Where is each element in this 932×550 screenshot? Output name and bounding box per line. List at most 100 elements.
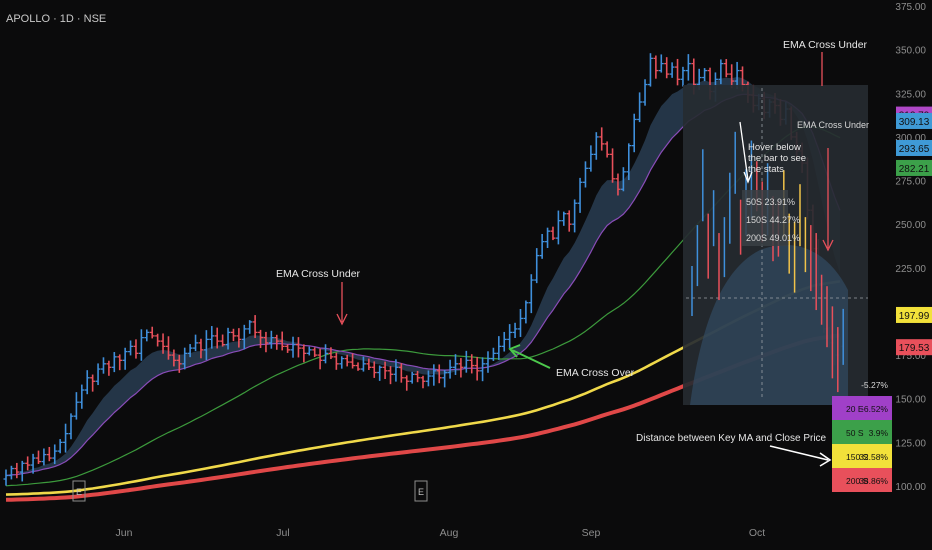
distance-row: 200 S38.86% xyxy=(832,468,892,492)
distance-row-ma: 50 S xyxy=(846,428,864,438)
price-tag: 282.21 xyxy=(896,159,932,176)
ohlc-bar xyxy=(323,344,329,364)
price-tag-label: 309.13 xyxy=(899,117,930,128)
earnings-box xyxy=(414,480,428,502)
ohlc-bar xyxy=(8,465,14,480)
ohlc-bar xyxy=(144,329,150,342)
ohlc-bar xyxy=(642,79,648,106)
ohlc-bar xyxy=(393,359,399,382)
ohlc-bar xyxy=(317,348,323,370)
distance-row: 20 E-6.52% xyxy=(832,396,892,420)
inset-ribbon xyxy=(690,244,848,405)
ohlc-bar xyxy=(90,374,96,392)
y-tick-label: 250.00 xyxy=(895,220,926,231)
ohlc-bar xyxy=(111,352,117,373)
ohlc-bar xyxy=(637,92,643,123)
ohlc-bar xyxy=(295,337,301,358)
ohlc-bar xyxy=(404,375,410,391)
ohlc-bar xyxy=(225,327,231,350)
price-tag-bg xyxy=(896,112,932,129)
ohlc-bar xyxy=(469,354,475,374)
ohlc-bar xyxy=(122,347,128,370)
ohlc-bar xyxy=(236,328,242,348)
y-tick-label: 350.00 xyxy=(895,46,926,57)
ohlc-bar xyxy=(729,64,735,89)
ohlc-bar xyxy=(604,141,610,158)
ohlc-bar xyxy=(230,328,236,342)
ohlc-bar xyxy=(203,330,209,361)
inset-hover-text: the bar to see xyxy=(748,153,806,164)
ohlc-bar xyxy=(647,53,653,87)
ohlc-bar xyxy=(214,327,220,349)
ohlc-bar xyxy=(734,61,740,89)
y-tick-label: 275.00 xyxy=(895,177,926,188)
ohlc-bar xyxy=(425,370,431,387)
annotations-layer: EMA Cross Under EMA Cross Over EMA Cross U… xyxy=(276,39,868,467)
ohlc-bar xyxy=(46,446,52,462)
inset-stat: 50S 23.91% xyxy=(746,197,795,207)
ohlc-bar xyxy=(182,347,188,370)
y-tick-label: 150.00 xyxy=(895,395,926,406)
ohlc-bar xyxy=(409,371,415,384)
axes-layer: 100.00125.00150.00175.00200.00225.00250.… xyxy=(72,2,932,539)
ohlc-bar xyxy=(30,453,36,474)
y-tick-label: 225.00 xyxy=(895,264,926,275)
ohlc-bar xyxy=(149,326,155,339)
ohlc-bar xyxy=(339,356,345,369)
price-tag-label: 197.99 xyxy=(899,311,930,322)
ohlc-bar xyxy=(474,356,480,381)
ohlc-bar xyxy=(247,320,253,334)
ohlc-bar xyxy=(680,66,686,87)
ohlc-bar xyxy=(561,211,567,226)
earnings-marker: E xyxy=(414,480,428,502)
symbol-title: APOLLO · 1D · NSE xyxy=(6,13,107,25)
ohlc-bar xyxy=(675,58,681,86)
ohlc-bar xyxy=(501,331,507,352)
ohlc-bar xyxy=(658,54,664,73)
y-tick-label: 300.00 xyxy=(895,133,926,144)
ema-ribbon-layer xyxy=(6,76,840,476)
ohlc-bar xyxy=(73,392,79,420)
ohlc-bar xyxy=(615,173,621,196)
ohlc-bar xyxy=(274,334,280,350)
distance-row-value: 32.58% xyxy=(859,452,888,462)
ohlc-bar xyxy=(160,333,166,354)
ohlc-bar xyxy=(517,308,523,337)
ohlc-bar xyxy=(442,369,448,388)
ohlc-bar xyxy=(490,347,496,361)
ohlc-bar xyxy=(653,55,659,79)
ohlc-bar xyxy=(350,353,356,369)
y-tick-label: 125.00 xyxy=(895,438,926,449)
ohlc-bar xyxy=(599,127,605,151)
ohlc-bar xyxy=(3,469,9,486)
inset-title: EMA Cross Under xyxy=(797,120,869,130)
earnings-label: E xyxy=(76,487,82,497)
ohlc-bar xyxy=(176,354,182,373)
inset-signal-arrow-head xyxy=(822,239,834,252)
inset-stat: 150S 44.27% xyxy=(746,215,800,225)
price-tag-label: 179.53 xyxy=(899,343,930,354)
price-tag: 197.99 xyxy=(896,306,932,323)
ohlc-bar xyxy=(480,357,486,382)
ohlc-bar xyxy=(507,324,513,348)
distance-row-ma: 150 S xyxy=(846,452,869,462)
ohlc-bar xyxy=(117,354,123,371)
inset-stats-box xyxy=(742,190,788,246)
ohlc-bar xyxy=(685,54,691,81)
inset-stat: 200S 49.01% xyxy=(746,233,800,243)
annotation-ema-cross-over: EMA Cross Over xyxy=(556,367,635,379)
ohlc-bar xyxy=(631,113,637,153)
ohlc-bar xyxy=(550,226,556,241)
y-tick-label: 175.00 xyxy=(895,351,926,362)
ohlc-bar xyxy=(84,370,90,395)
ohlc-bar xyxy=(534,248,540,284)
ohlc-bar xyxy=(25,456,31,471)
earnings-label: E xyxy=(418,487,424,497)
ohlc-bar xyxy=(577,177,583,213)
distance-row-value: 38.86% xyxy=(859,476,888,486)
ohlc-bar xyxy=(106,360,112,376)
ohlc-bar xyxy=(138,329,144,361)
ohlc-bar xyxy=(355,362,361,371)
